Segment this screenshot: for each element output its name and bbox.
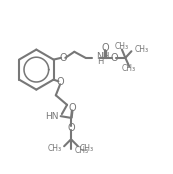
- Text: NH: NH: [96, 52, 109, 61]
- Text: O: O: [68, 103, 76, 113]
- Text: H: H: [97, 57, 103, 66]
- Text: CH₃: CH₃: [115, 42, 129, 51]
- Text: CH₃: CH₃: [80, 144, 94, 153]
- Text: O: O: [67, 123, 75, 133]
- Text: CH₃: CH₃: [122, 64, 136, 73]
- Text: O: O: [59, 53, 67, 63]
- Text: O: O: [101, 43, 109, 53]
- Text: CH₃: CH₃: [135, 45, 149, 54]
- Text: CH₃: CH₃: [48, 144, 62, 153]
- Text: HN: HN: [45, 112, 58, 121]
- Text: O: O: [110, 53, 118, 63]
- Text: CH₃: CH₃: [75, 146, 89, 155]
- Text: O: O: [56, 77, 64, 87]
